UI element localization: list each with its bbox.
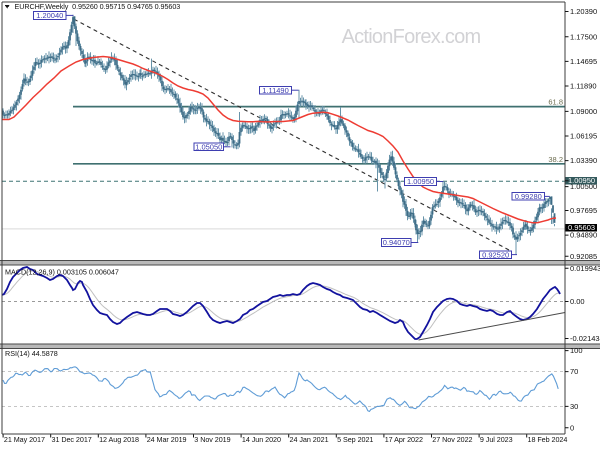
svg-text:0.92520: 0.92520 <box>482 250 509 259</box>
svg-text:1.00500: 1.00500 <box>570 182 597 191</box>
svg-text:18 Feb 2024: 18 Feb 2024 <box>528 435 568 444</box>
svg-text:0: 0 <box>570 423 574 432</box>
svg-text:1.17500: 1.17500 <box>570 32 597 41</box>
svg-text:70: 70 <box>570 367 578 376</box>
svg-text:31 Dec 2017: 31 Dec 2017 <box>52 435 92 444</box>
svg-text:1.11490: 1.11490 <box>262 86 289 95</box>
svg-text:RSI(14) 44.5878: RSI(14) 44.5878 <box>5 349 58 358</box>
svg-text:5 Sep 2021: 5 Sep 2021 <box>337 435 373 444</box>
svg-text:1.11890: 1.11890 <box>570 82 597 91</box>
svg-text:61.8: 61.8 <box>548 98 563 107</box>
svg-text:0.97695: 0.97695 <box>570 206 597 215</box>
svg-text:30: 30 <box>570 402 578 411</box>
svg-text:0.94890: 0.94890 <box>570 231 597 240</box>
svg-text:0.00: 0.00 <box>570 297 585 306</box>
svg-text:1.06195: 1.06195 <box>570 132 597 141</box>
svg-text:-0.021434: -0.021434 <box>570 334 600 343</box>
svg-text:0.99280: 0.99280 <box>515 192 542 201</box>
svg-text:14 Jun 2020: 14 Jun 2020 <box>242 435 281 444</box>
svg-text:0.019943: 0.019943 <box>570 264 600 273</box>
svg-text:27 Nov 2022: 27 Nov 2022 <box>432 435 472 444</box>
svg-text:0.95603: 0.95603 <box>568 223 595 232</box>
svg-text:38.2: 38.2 <box>548 155 563 164</box>
svg-text:1.00950: 1.00950 <box>568 176 595 185</box>
svg-text:21 May 2017: 21 May 2017 <box>4 435 45 444</box>
svg-text:3 Nov 2019: 3 Nov 2019 <box>194 435 230 444</box>
svg-text:24 Mar 2019: 24 Mar 2019 <box>147 435 187 444</box>
svg-text:1.20040: 1.20040 <box>36 11 63 20</box>
svg-text:EURCHF,Weekly 0.95260 0.95715: EURCHF,Weekly 0.95260 0.95715 0.94765 0.… <box>15 2 181 11</box>
svg-text:1.14695: 1.14695 <box>570 57 597 66</box>
svg-text:17 Apr 2022: 17 Apr 2022 <box>385 435 423 444</box>
svg-text:1.20390: 1.20390 <box>570 7 597 16</box>
svg-text:1.00950: 1.00950 <box>407 177 434 186</box>
svg-text:12 Aug 2018: 12 Aug 2018 <box>99 435 139 444</box>
svg-text:MACD(12,26,9) 0.003105 0.00604: MACD(12,26,9) 0.003105 0.006047 <box>5 267 119 276</box>
svg-text:ActionForex.com: ActionForex.com <box>342 26 481 48</box>
svg-text:100: 100 <box>570 346 583 355</box>
svg-text:0.94070: 0.94070 <box>383 238 410 247</box>
svg-text:24 Jan 2021: 24 Jan 2021 <box>290 435 329 444</box>
svg-text:9 Jul 2023: 9 Jul 2023 <box>480 435 513 444</box>
svg-text:1.05050: 1.05050 <box>195 142 222 151</box>
svg-text:1.09000: 1.09000 <box>570 107 597 116</box>
svg-text:1.03390: 1.03390 <box>570 156 597 165</box>
svg-text:0.92085: 0.92085 <box>570 252 597 261</box>
